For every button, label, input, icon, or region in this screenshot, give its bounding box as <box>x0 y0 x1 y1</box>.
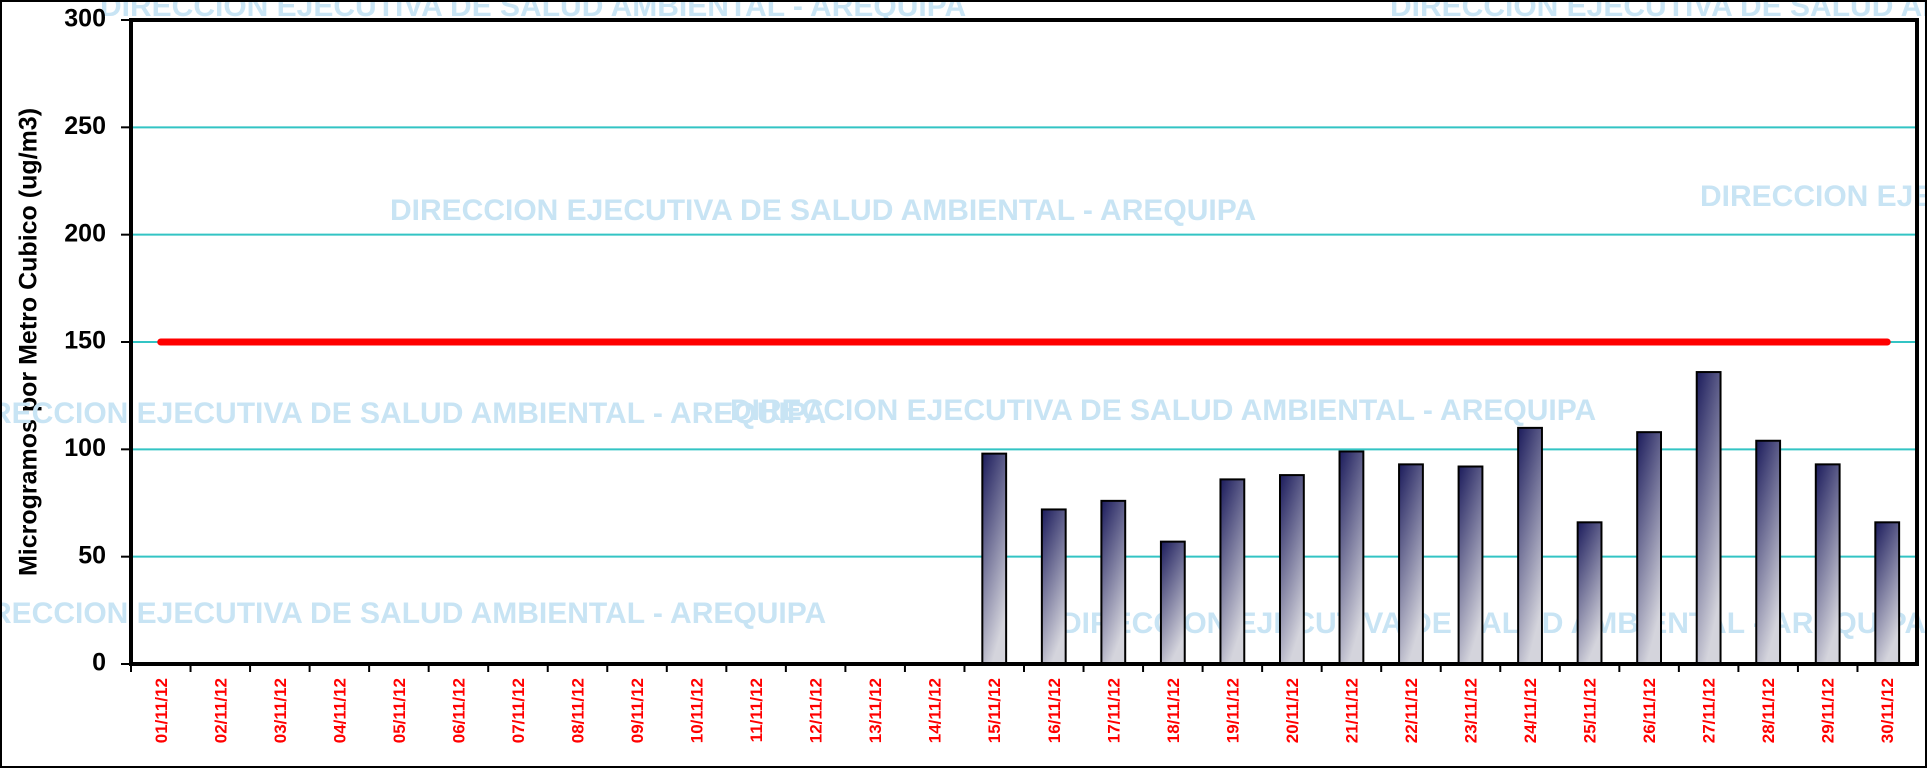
x-tick-label: 26/11/12 <box>1640 678 1659 743</box>
x-tick-label: 17/11/12 <box>1104 678 1123 743</box>
y-tick-label: 250 <box>64 112 106 140</box>
x-tick-label: 13/11/12 <box>866 678 885 743</box>
watermark: DIRECCION EJECUTIVA DE SALUD AMBIENTAL -… <box>1060 607 1926 640</box>
bar <box>1518 428 1542 664</box>
watermark: DIRECCION EJECUTIVA DE SALUD AMBIENTAL -… <box>730 394 1596 427</box>
bar <box>1280 475 1304 664</box>
watermark: DIRECCION EJECUTIVA DE SALUD AMBIENTAL -… <box>390 194 1256 227</box>
bar <box>1161 542 1185 664</box>
bar <box>1816 464 1840 664</box>
bar <box>1101 501 1125 664</box>
watermark: DIRECCION EJECUTIVA DE SALUD AMBIENTAL -… <box>0 597 826 630</box>
page: Microgramos por Metro Cubico (ug/m3) DIR… <box>0 0 1927 768</box>
x-tick-label: 27/11/12 <box>1700 678 1719 743</box>
bar <box>1340 451 1364 664</box>
x-tick-label: 28/11/12 <box>1759 678 1778 743</box>
x-tick-label: 09/11/12 <box>628 678 647 743</box>
x-tick-label: 02/11/12 <box>211 678 230 743</box>
x-tick-label: 05/11/12 <box>390 678 409 743</box>
watermark: DIRECCION EJECUTIVA DE SALUD AMBIENTAL -… <box>0 397 826 430</box>
x-tick-label: 11/11/12 <box>747 678 766 742</box>
y-tick-label: 200 <box>64 219 106 247</box>
x-tick-label: 30/11/12 <box>1878 678 1897 743</box>
y-tick-label: 0 <box>92 649 106 677</box>
x-tick-label: 15/11/12 <box>985 678 1004 743</box>
x-tick-label: 18/11/12 <box>1164 678 1183 743</box>
bar <box>1220 479 1244 664</box>
x-tick-label: 12/11/12 <box>807 678 826 743</box>
x-tick-label: 29/11/12 <box>1819 678 1838 743</box>
x-tick-label: 20/11/12 <box>1283 678 1302 743</box>
bar <box>1459 467 1483 664</box>
y-axis-label: Microgramos por Metro Cubico (ug/m3) <box>15 108 43 576</box>
bar <box>1697 372 1721 664</box>
chart: Microgramos por Metro Cubico (ug/m3) DIR… <box>0 0 1927 768</box>
x-tick-label: 04/11/12 <box>330 678 349 743</box>
x-tick-label: 16/11/12 <box>1045 678 1064 743</box>
y-tick-label: 100 <box>64 434 106 462</box>
x-tick-label: 25/11/12 <box>1581 678 1600 743</box>
watermark: DIRECCION EJECUTIVA DE SALUD AMBIENTAL -… <box>1700 180 1927 213</box>
x-tick-label: 21/11/12 <box>1342 678 1361 743</box>
y-tick-label: 50 <box>78 541 106 569</box>
bar <box>1042 509 1066 664</box>
bar <box>1756 441 1780 664</box>
y-tick-label: 300 <box>64 5 106 33</box>
x-tick-label: 23/11/12 <box>1462 678 1481 743</box>
x-tick-label: 07/11/12 <box>509 678 528 743</box>
x-tick-label: 10/11/12 <box>688 678 707 743</box>
x-tick-label: 06/11/12 <box>449 678 468 743</box>
x-tick-label: 24/11/12 <box>1521 678 1540 743</box>
x-tick-label: 01/11/12 <box>152 678 171 743</box>
x-tick-label: 19/11/12 <box>1223 678 1242 743</box>
bar <box>982 454 1006 664</box>
y-tick-label: 150 <box>64 327 106 355</box>
x-tick-label: 14/11/12 <box>926 678 945 743</box>
bar <box>1399 464 1423 664</box>
bar <box>1637 432 1661 664</box>
bar <box>1875 522 1899 664</box>
x-tick-label: 22/11/12 <box>1402 678 1421 743</box>
bar <box>1578 522 1602 664</box>
x-tick-label: 03/11/12 <box>271 678 290 743</box>
x-tick-label: 08/11/12 <box>569 678 588 743</box>
